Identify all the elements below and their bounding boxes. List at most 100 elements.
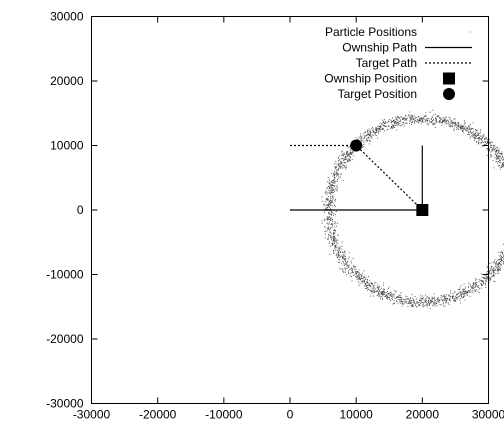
- particle-point: [366, 287, 368, 289]
- particle-point: [440, 120, 442, 122]
- particle-point: [380, 128, 381, 130]
- particle-point: [435, 303, 437, 305]
- particle-point: [335, 198, 336, 200]
- particle-point: [409, 123, 411, 125]
- particle-point: [456, 125, 458, 127]
- particle-point: [502, 164, 503, 166]
- particle-point: [350, 152, 352, 154]
- particle-point: [333, 170, 335, 172]
- particle-point: [403, 118, 405, 120]
- particle-point: [495, 264, 497, 266]
- particle-point: [440, 119, 442, 121]
- particle-point: [498, 161, 500, 163]
- particle-point: [328, 222, 330, 224]
- particle-point: [368, 136, 370, 138]
- particle-point: [333, 236, 335, 238]
- particle-point: [440, 297, 442, 299]
- particle-point: [330, 184, 332, 186]
- particle-point: [477, 134, 479, 136]
- particle-point: [347, 158, 349, 160]
- particle-point: [474, 289, 476, 291]
- particle-point: [500, 257, 502, 259]
- particle-point: [497, 267, 499, 269]
- particle-point: [490, 151, 492, 153]
- particle-point: [370, 290, 372, 292]
- particle-point: [467, 127, 468, 129]
- particle-point: [420, 117, 422, 119]
- particle-point: [494, 153, 496, 155]
- particle-point: [340, 165, 342, 167]
- particle-point: [439, 116, 440, 118]
- particle-point: [330, 187, 332, 189]
- particle-point: [410, 123, 412, 125]
- particle-point: [426, 115, 427, 117]
- particle-point: [484, 144, 486, 145]
- legend-label: Ownship Path: [342, 41, 417, 55]
- particle-point: [427, 120, 429, 122]
- particle-point: [330, 219, 332, 221]
- particle-point: [435, 118, 437, 120]
- particle-point: [327, 219, 329, 221]
- particle-point: [347, 261, 349, 262]
- particle-point: [344, 158, 346, 160]
- particle-point: [344, 256, 346, 257]
- particle-point: [402, 117, 404, 119]
- particle-point: [390, 127, 392, 129]
- particle-point: [427, 300, 429, 302]
- particle-point: [348, 252, 350, 254]
- particle-point: [464, 122, 466, 124]
- particle-point: [445, 294, 447, 296]
- particle-point: [500, 254, 502, 256]
- particle-point: [431, 121, 433, 123]
- particle-point: [328, 186, 330, 188]
- particle-point: [460, 298, 462, 300]
- particle-point: [368, 143, 370, 145]
- particle-point: [499, 262, 501, 264]
- particle-point: [414, 303, 416, 304]
- particle-point: [341, 153, 343, 155]
- particle-point: [482, 146, 484, 148]
- particle-point: [344, 250, 346, 252]
- particle-point: [336, 256, 338, 258]
- particle-point: [436, 303, 438, 305]
- particle-point: [442, 117, 444, 119]
- particle-point: [472, 284, 474, 286]
- particle-point: [486, 265, 488, 267]
- particle-point: [328, 206, 330, 208]
- particle-point: [328, 203, 330, 205]
- particle-point: [325, 191, 327, 193]
- particle-point: [344, 270, 346, 272]
- particle-point: [469, 129, 471, 131]
- particle-point: [356, 273, 358, 275]
- particle-point: [425, 115, 426, 117]
- particle-point: [435, 117, 437, 119]
- particle-point: [449, 121, 451, 123]
- particle-point: [323, 219, 325, 221]
- particle-point: [383, 290, 385, 292]
- particle-point: [325, 230, 327, 232]
- particle-point: [468, 127, 470, 129]
- particle-point: [398, 299, 400, 301]
- particle-point: [338, 251, 339, 253]
- particle-point: [356, 277, 358, 279]
- particle-point: [401, 122, 403, 124]
- particle-point: [448, 124, 450, 126]
- particle-point: [432, 304, 434, 306]
- particle-point: [432, 301, 434, 303]
- particle-point: [372, 128, 374, 130]
- particle-point: [361, 137, 363, 139]
- particle-point: [333, 185, 334, 187]
- particle-point: [330, 238, 332, 240]
- particle-point: [500, 264, 502, 266]
- particle-point: [500, 261, 502, 262]
- particle-point: [327, 205, 329, 206]
- particle-point: [447, 297, 449, 299]
- particle-point: [358, 277, 360, 279]
- particle-point: [480, 282, 482, 284]
- particle-point: [497, 270, 499, 272]
- particle-point: [403, 125, 405, 127]
- particle-point: [383, 282, 385, 284]
- particle-point: [410, 301, 412, 303]
- particle-point: [331, 226, 333, 228]
- particle-point: [340, 256, 342, 258]
